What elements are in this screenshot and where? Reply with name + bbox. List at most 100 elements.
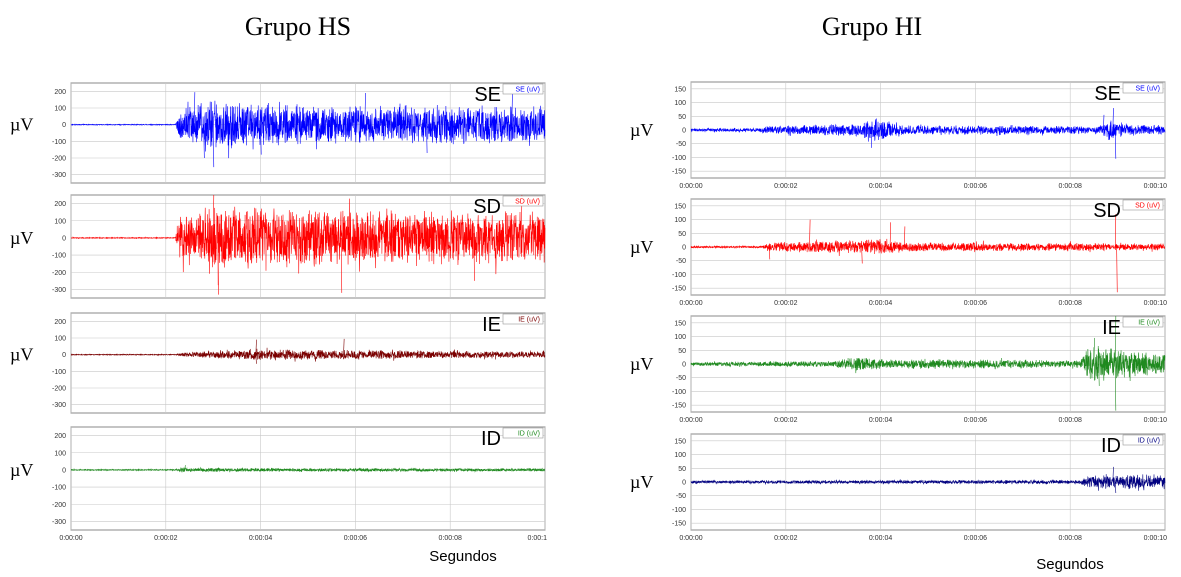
y-tick-label: 50 xyxy=(678,466,686,473)
y-tick-label: 50 xyxy=(678,231,686,238)
legend-label: SE (uV) xyxy=(1135,86,1160,93)
legend-label: ID (uV) xyxy=(1138,438,1160,445)
y-tick-label: -50 xyxy=(676,493,686,500)
channel-label: SE xyxy=(1094,83,1121,105)
channel-label: IE xyxy=(1102,317,1121,339)
panel-hs-sd: 200 100 0 -100 -200 -300 SD (uV) SD µV xyxy=(10,194,546,299)
legend-box xyxy=(1122,316,1164,328)
y-tick-label: -100 xyxy=(672,155,686,162)
x-tick-label: 0:00:02 xyxy=(154,535,177,542)
group-hs-charts: 200 100 0 -100 -200 -300 SE (uV) SE µV 200 100 0 -10… xyxy=(10,82,548,542)
x-tick-label: 0:00:06 xyxy=(964,300,987,307)
series-line-id xyxy=(70,465,546,473)
x-tick-label: 0:00:00 xyxy=(679,417,702,424)
y-tick-label: 200 xyxy=(54,433,66,440)
legend-box xyxy=(502,313,544,325)
y-tick-label: 0 xyxy=(62,467,66,474)
x-tick-label: 0:00:10 xyxy=(1144,300,1167,307)
channel-label: ID xyxy=(1101,435,1121,457)
y-tick-label: 0 xyxy=(682,245,686,252)
x-tick-label: 0:00:04 xyxy=(869,417,892,424)
x-tick-label: 0:00:04 xyxy=(869,535,892,542)
y-tick-label: 100 xyxy=(54,106,66,113)
legend-box xyxy=(1122,82,1164,94)
y-axis-label: µV xyxy=(10,345,33,365)
y-axis-label: µV xyxy=(630,120,653,140)
y-tick-label: 100 xyxy=(674,452,686,459)
y-axis-label: µV xyxy=(630,354,653,374)
series-line-sd xyxy=(690,214,1166,293)
legend-box xyxy=(1122,434,1164,446)
x-tick-label: 0:00:10 xyxy=(1144,535,1167,542)
y-tick-label: 50 xyxy=(678,348,686,355)
channel-label: ID xyxy=(481,428,501,450)
y-tick-label: -200 xyxy=(52,156,66,163)
y-axis-label: µV xyxy=(10,228,33,248)
group-hs-title: Grupo HS xyxy=(245,12,351,41)
legend-label: IE (uV) xyxy=(1138,320,1160,327)
group-hi-charts: 150 100 50 0 -50 -100 -150 SE (uV) SE µV 0:00:00 0:… xyxy=(630,81,1167,542)
panel-hi-se: 150 100 50 0 -50 -100 -150 SE (uV) SE µV 0:00:00 0:… xyxy=(630,81,1167,190)
legend-box xyxy=(502,195,544,207)
group-hs-xlabel: Segundos xyxy=(429,548,497,565)
plot-frame xyxy=(70,312,546,414)
channel-label: IE xyxy=(482,314,501,336)
y-tick-label: -50 xyxy=(676,141,686,148)
plot-frame xyxy=(70,426,546,531)
legend-label: SE (uV) xyxy=(515,87,540,94)
y-axis-label: µV xyxy=(630,237,653,257)
x-tick-label: 0:00:00 xyxy=(679,535,702,542)
y-tick-label: 0 xyxy=(682,362,686,369)
series-line-sd xyxy=(70,194,546,295)
y-tick-label: -100 xyxy=(672,272,686,279)
y-tick-label: -100 xyxy=(52,485,66,492)
y-axis-label: µV xyxy=(630,472,653,492)
x-tick-label: 0:00:00 xyxy=(679,183,702,190)
y-tick-label: 150 xyxy=(674,203,686,210)
y-tick-label: 100 xyxy=(54,218,66,225)
y-tick-label: 0 xyxy=(62,122,66,129)
y-tick-label: -100 xyxy=(672,389,686,396)
legend-label: SD (uV) xyxy=(515,199,540,206)
y-tick-label: 50 xyxy=(678,114,686,121)
series-line-id xyxy=(690,466,1166,493)
y-tick-label: 150 xyxy=(674,86,686,93)
series-line-se xyxy=(70,92,546,168)
y-axis-label: µV xyxy=(10,115,33,135)
y-tick-label: 100 xyxy=(674,100,686,107)
y-tick-label: -100 xyxy=(52,369,66,376)
x-tick-label: 0:00:06 xyxy=(964,417,987,424)
legend-label: ID (uV) xyxy=(518,431,540,438)
y-tick-label: 0 xyxy=(62,235,66,242)
series-line-ie xyxy=(690,315,1166,411)
y-tick-label: -200 xyxy=(52,386,66,393)
y-tick-label: 100 xyxy=(54,336,66,343)
y-tick-label: -300 xyxy=(52,172,66,179)
y-tick-label: 100 xyxy=(674,217,686,224)
x-tick-label: 0:00:08 xyxy=(1059,300,1082,307)
x-tick-label: 0:00:00 xyxy=(59,535,82,542)
y-tick-label: 0 xyxy=(682,480,686,487)
y-tick-label: -100 xyxy=(672,507,686,514)
y-tick-label: -200 xyxy=(52,270,66,277)
x-tick-label: 0:00:04 xyxy=(249,535,272,542)
x-tick-label: 0:00:1 xyxy=(528,535,548,542)
series-line-se xyxy=(690,108,1166,159)
y-tick-label: 150 xyxy=(674,320,686,327)
y-tick-label: -150 xyxy=(672,169,686,176)
y-tick-label: 0 xyxy=(682,128,686,135)
y-tick-label: -100 xyxy=(52,139,66,146)
x-tick-label: 0:00:08 xyxy=(1059,183,1082,190)
legend-label: SD (uV) xyxy=(1135,203,1160,210)
x-tick-label: 0:00:02 xyxy=(774,417,797,424)
y-tick-label: -50 xyxy=(676,375,686,382)
x-tick-label: 0:00:08 xyxy=(1059,417,1082,424)
panel-hi-id: 150 100 50 0 -50 -100 -150 ID (uV) ID µV 0:00:00 0:… xyxy=(630,433,1167,542)
y-tick-label: -100 xyxy=(52,253,66,260)
group-hi-xlabel: Segundos xyxy=(1036,556,1104,573)
panel-hi-ie: 150 100 50 0 -50 -100 -150 IE (uV) IE µV 0:00:00 0:… xyxy=(630,315,1167,424)
y-tick-label: -300 xyxy=(52,519,66,526)
y-tick-label: 200 xyxy=(54,319,66,326)
x-tick-label: 0:00:10 xyxy=(1144,417,1167,424)
